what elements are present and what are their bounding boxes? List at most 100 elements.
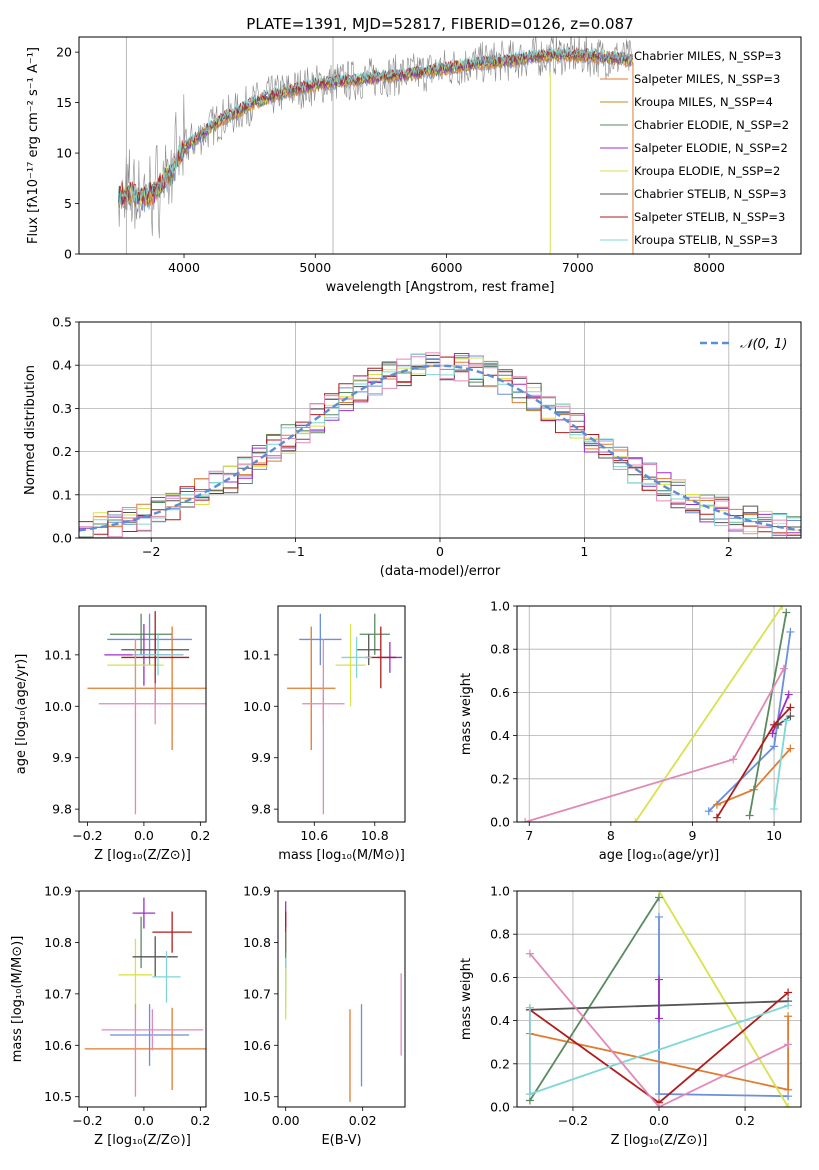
- axes-frame: [516, 605, 802, 823]
- error-bars: [84, 897, 206, 1097]
- error-bar-point: [341, 636, 372, 678]
- weight-marker: [712, 800, 721, 809]
- axes-frame: [78, 321, 802, 539]
- y-tick-label: 10.9: [243, 884, 271, 899]
- y-axis-label: mass [log₁₀(M/M⊙)]: [10, 936, 25, 1063]
- x-axis-label: age [log₁₀(age/yr)]: [599, 848, 720, 863]
- x-tick-label: 0.02: [349, 1113, 377, 1128]
- y-tick-label: 0.4: [490, 1013, 510, 1028]
- error-bar-point: [132, 936, 178, 978]
- x-tick-label: 8: [607, 828, 615, 843]
- y-tick-label: 10.8: [44, 935, 72, 950]
- weight-marker: [786, 703, 795, 712]
- weight-marker: [779, 664, 788, 673]
- legend-entry: Salpeter STELIB, N_SSP=3: [634, 210, 785, 224]
- weight-marker: [784, 1085, 793, 1094]
- y-tick-label: 10.0: [44, 699, 72, 714]
- x-tick-label: 0.00: [272, 1113, 300, 1128]
- weight-marker: [525, 1003, 534, 1012]
- weight-marker: [782, 608, 791, 617]
- x-tick-label: −0.2: [72, 1113, 102, 1128]
- y-tick-label: 10.5: [243, 1089, 271, 1104]
- x-tick-label: −0.2: [72, 828, 102, 843]
- y-tick-label: 0.6: [490, 970, 510, 985]
- weight-line: [771, 694, 790, 734]
- error-bar-point: [101, 1009, 204, 1051]
- x-tick-label: 0: [436, 544, 444, 559]
- x-axis-label: (data-model)/error: [380, 564, 501, 579]
- y-axis-label: Flux [fλ10⁻¹⁷ erg cm⁻² s⁻¹ A⁻¹]: [26, 47, 41, 244]
- error-bars: [285, 901, 402, 1102]
- error-bar-point: [359, 613, 390, 655]
- model-spectrum-line: [118, 46, 633, 206]
- error-bar-point: [110, 613, 173, 655]
- x-axis-label: E(B-V): [321, 1133, 361, 1148]
- legend-entry: Kroupa STELIB, N_SSP=3: [634, 233, 778, 247]
- x-tick-label: −1: [286, 544, 304, 559]
- x-tick-label: −0.2: [558, 1113, 588, 1128]
- x-tick-label: 0.0: [134, 828, 154, 843]
- x-axis-label: Z [log₁₀(Z/Z⊙)]: [94, 1133, 191, 1148]
- y-tick-label: 0.5: [52, 315, 72, 330]
- weight-marker: [782, 716, 791, 725]
- x-tick-label: 4000: [168, 260, 200, 275]
- y-tick-label: 10.8: [243, 935, 271, 950]
- error-bar-point: [152, 911, 192, 953]
- y-tick-label: 10.6: [243, 1038, 271, 1053]
- spectrum-traces: [118, 37, 634, 254]
- weight-marker: [631, 818, 640, 822]
- weight-line: [529, 1004, 789, 1095]
- weight-marker: [784, 690, 793, 699]
- y-tick-label: 0.6: [490, 685, 510, 700]
- legend-entry: Kroupa ELODIE, N_SSP=2: [634, 164, 780, 178]
- weight-marker: [655, 893, 663, 902]
- age-vs-metallicity-panel: −0.2 0.0 0.2 9.8 9.9 10.0 10.1 Z [log₁₀(Z/Z⊙)] a…: [14, 605, 210, 863]
- histograms: [79, 352, 801, 538]
- error-bars: [87, 611, 206, 815]
- axes-frame: [277, 605, 406, 823]
- x-axis-label: Z [log₁₀(Z/Z⊙)]: [94, 848, 191, 863]
- y-tick-label: 15: [56, 95, 72, 110]
- weight-marker: [704, 807, 713, 816]
- weight-line: [529, 1000, 789, 1011]
- weight-marker: [770, 805, 779, 814]
- y-tick-label: 10.7: [243, 986, 271, 1001]
- histogram-step: [79, 352, 801, 538]
- axes-frame: [78, 605, 207, 823]
- x-axis-label: mass [log₁₀(M/M⊙)]: [278, 848, 405, 863]
- y-tick-label: 9.8: [52, 802, 72, 817]
- x-tick-label: 2: [725, 544, 733, 559]
- y-tick-label: 10.5: [44, 1089, 72, 1104]
- x-axis-label: wavelength [Angstrom, rest frame]: [326, 280, 555, 295]
- weight-marker: [655, 1103, 663, 1107]
- x-tick-label: −2: [142, 544, 160, 559]
- weight-marker: [655, 1014, 663, 1023]
- error-bar-point: [152, 951, 181, 1003]
- weight-line: [529, 953, 789, 1107]
- normal-reference-curve: [79, 364, 801, 532]
- legend-entry: 𝒩(0, 1): [740, 337, 787, 352]
- weight-line: [748, 612, 788, 816]
- weight-line: [773, 720, 788, 810]
- y-tick-label: 0.3: [52, 401, 72, 416]
- weight-marker: [784, 1012, 793, 1021]
- error-bar-point: [132, 634, 184, 676]
- weight-line: [524, 668, 785, 822]
- x-axis-label: Z [log₁₀(Z/Z⊙)]: [611, 1133, 708, 1148]
- weight-marker: [784, 988, 793, 997]
- weight-vs-age-panel: 7 8 9 10 0.0 0.2 0.4 0.6 0.8 1.0 age [log₁₀(age/yr…: [459, 599, 802, 863]
- legend-entry: Kroupa MILES, N_SSP=4: [634, 95, 773, 109]
- weight-marker: [786, 627, 795, 636]
- error-bar-point: [87, 626, 206, 750]
- weight-line: [658, 916, 789, 1098]
- y-axis-label: Normed distribution: [23, 365, 38, 495]
- y-tick-label: 10.6: [44, 1038, 72, 1053]
- weight-lines: [521, 606, 795, 822]
- weight-marker: [745, 811, 754, 820]
- y-tick-label: 1.0: [490, 884, 510, 899]
- weight-marker: [770, 742, 779, 751]
- weight-marker: [655, 912, 663, 921]
- y-axis-label: age [log₁₀(age/yr)]: [14, 654, 29, 775]
- error-bar-point: [132, 897, 156, 929]
- y-tick-label: 9.8: [251, 802, 271, 817]
